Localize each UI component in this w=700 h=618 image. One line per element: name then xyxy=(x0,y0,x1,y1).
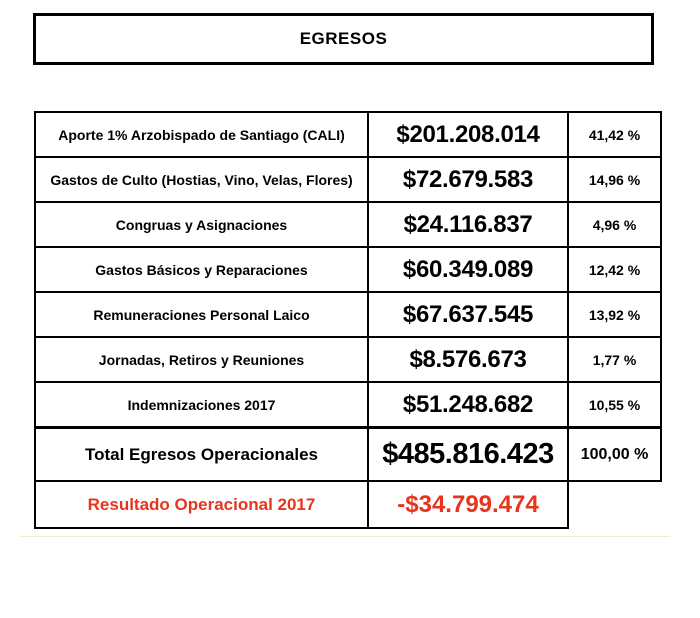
row-label: Remuneraciones Personal Laico xyxy=(34,291,369,338)
table-row: Jornadas, Retiros y Reuniones $8.576.673… xyxy=(34,336,662,383)
row-percent: 13,92 % xyxy=(567,291,662,338)
total-label: Total Egresos Operacionales xyxy=(34,426,369,482)
page-title: EGRESOS xyxy=(299,29,388,48)
row-amount: $67.637.545 xyxy=(367,291,569,338)
total-percent: 100,00 % xyxy=(567,426,662,482)
table-row: Gastos de Culto (Hostias, Vino, Velas, F… xyxy=(34,156,662,203)
table-row: Aporte 1% Arzobispado de Santiago (CALI)… xyxy=(34,111,662,158)
row-amount: $24.116.837 xyxy=(367,201,569,248)
result-row: Resultado Operacional 2017 -$34.799.474 xyxy=(34,480,661,529)
row-amount: $72.679.583 xyxy=(367,156,569,203)
table-row: Indemnizaciones 2017 $51.248.682 10,55 % xyxy=(34,381,662,429)
row-amount: $8.576.673 xyxy=(367,336,569,383)
row-percent: 12,42 % xyxy=(567,246,662,293)
egresos-table: Aporte 1% Arzobispado de Santiago (CALI)… xyxy=(34,111,662,529)
row-percent: 1,77 % xyxy=(567,336,662,383)
table-row: Congruas y Asignaciones $24.116.837 4,96… xyxy=(34,201,662,248)
title-box: EGRESOS xyxy=(33,13,654,65)
row-percent: 41,42 % xyxy=(567,111,662,158)
row-amount: $201.208.014 xyxy=(367,111,569,158)
footer-divider xyxy=(20,536,670,537)
row-label: Congruas y Asignaciones xyxy=(34,201,369,248)
row-label: Gastos de Culto (Hostias, Vino, Velas, F… xyxy=(34,156,369,203)
row-label: Gastos Básicos y Reparaciones xyxy=(34,246,369,293)
total-row: Total Egresos Operacionales $485.816.423… xyxy=(34,426,662,482)
row-label: Jornadas, Retiros y Reuniones xyxy=(34,336,369,383)
result-empty-cell xyxy=(567,481,661,528)
result-amount: -$34.799.474 xyxy=(367,480,569,529)
row-percent: 14,96 % xyxy=(567,156,662,203)
table-row: Gastos Básicos y Reparaciones $60.349.08… xyxy=(34,246,662,293)
row-percent: 10,55 % xyxy=(567,381,662,429)
row-percent: 4,96 % xyxy=(567,201,662,248)
row-label: Indemnizaciones 2017 xyxy=(34,381,369,429)
row-label: Aporte 1% Arzobispado de Santiago (CALI) xyxy=(34,111,369,158)
row-amount: $51.248.682 xyxy=(367,381,569,429)
row-amount: $60.349.089 xyxy=(367,246,569,293)
table-row: Remuneraciones Personal Laico $67.637.54… xyxy=(34,291,662,338)
total-amount: $485.816.423 xyxy=(367,426,569,482)
result-label: Resultado Operacional 2017 xyxy=(34,480,369,529)
